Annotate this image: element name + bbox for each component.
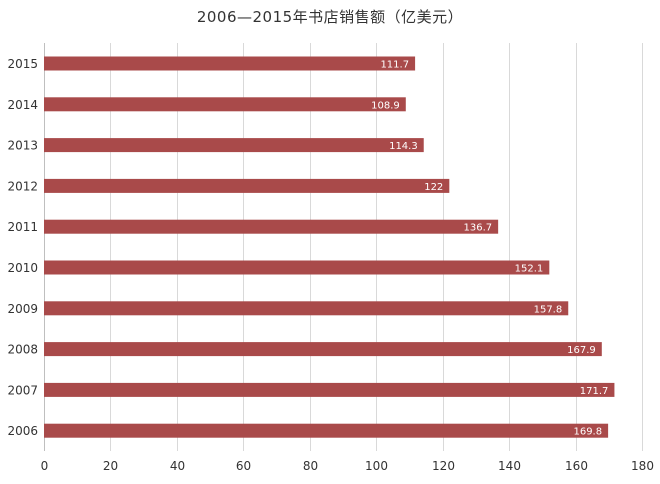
y-tick-label: 2007 <box>7 383 38 397</box>
x-tick-label: 120 <box>432 459 455 473</box>
y-tick-label: 2012 <box>7 179 38 193</box>
y-axis-ticks: 2015 2014 2013 2012 2011 2010 2009 2008 2007 2006 <box>7 57 38 438</box>
data-label: 169.8 <box>573 427 602 438</box>
x-tick-label: 80 <box>303 459 318 473</box>
bar <box>44 219 499 234</box>
data-label: 167.9 <box>567 345 596 356</box>
bar <box>44 260 550 275</box>
y-tick-label: 2015 <box>7 57 38 71</box>
bar <box>44 423 609 438</box>
y-tick-label: 2008 <box>7 343 38 357</box>
x-tick-label: 40 <box>170 459 185 473</box>
x-tick-label: 0 <box>41 459 49 473</box>
data-label: 171.7 <box>580 386 609 397</box>
bar <box>44 138 424 153</box>
data-labels: 111.7 108.9 114.3 122 136.7 152.1 157.8 167.9 17… <box>371 60 608 438</box>
x-tick-label: 140 <box>498 459 521 473</box>
y-tick-label: 2006 <box>7 424 38 438</box>
y-tick-label: 2014 <box>7 98 38 112</box>
bar <box>44 382 615 397</box>
bar <box>44 97 406 112</box>
data-label: 114.3 <box>389 141 418 152</box>
x-tick-label: 160 <box>565 459 588 473</box>
bar <box>44 342 602 357</box>
bar <box>44 178 450 193</box>
data-label: 122 <box>424 182 443 193</box>
x-tick-label: 180 <box>631 459 654 473</box>
y-tick-label: 2009 <box>7 302 38 316</box>
y-tick-label: 2010 <box>7 261 38 275</box>
x-tick-label: 60 <box>236 459 251 473</box>
data-label: 152.1 <box>515 264 544 275</box>
data-label: 157.8 <box>534 304 563 315</box>
bar <box>44 56 416 71</box>
bar <box>44 301 569 316</box>
bars <box>44 56 615 438</box>
x-tick-label: 20 <box>103 459 118 473</box>
y-tick-label: 2013 <box>7 139 38 153</box>
data-label: 136.7 <box>464 223 493 234</box>
y-tick-label: 2011 <box>7 220 38 234</box>
x-axis-ticks: 0 20 40 60 80 100 120 140 160 180 <box>41 459 654 473</box>
chart-title: 2006—2015年书店销售额（亿美元） <box>196 8 464 26</box>
x-tick-label: 100 <box>365 459 388 473</box>
data-label: 108.9 <box>371 100 400 111</box>
data-label: 111.7 <box>380 60 409 71</box>
